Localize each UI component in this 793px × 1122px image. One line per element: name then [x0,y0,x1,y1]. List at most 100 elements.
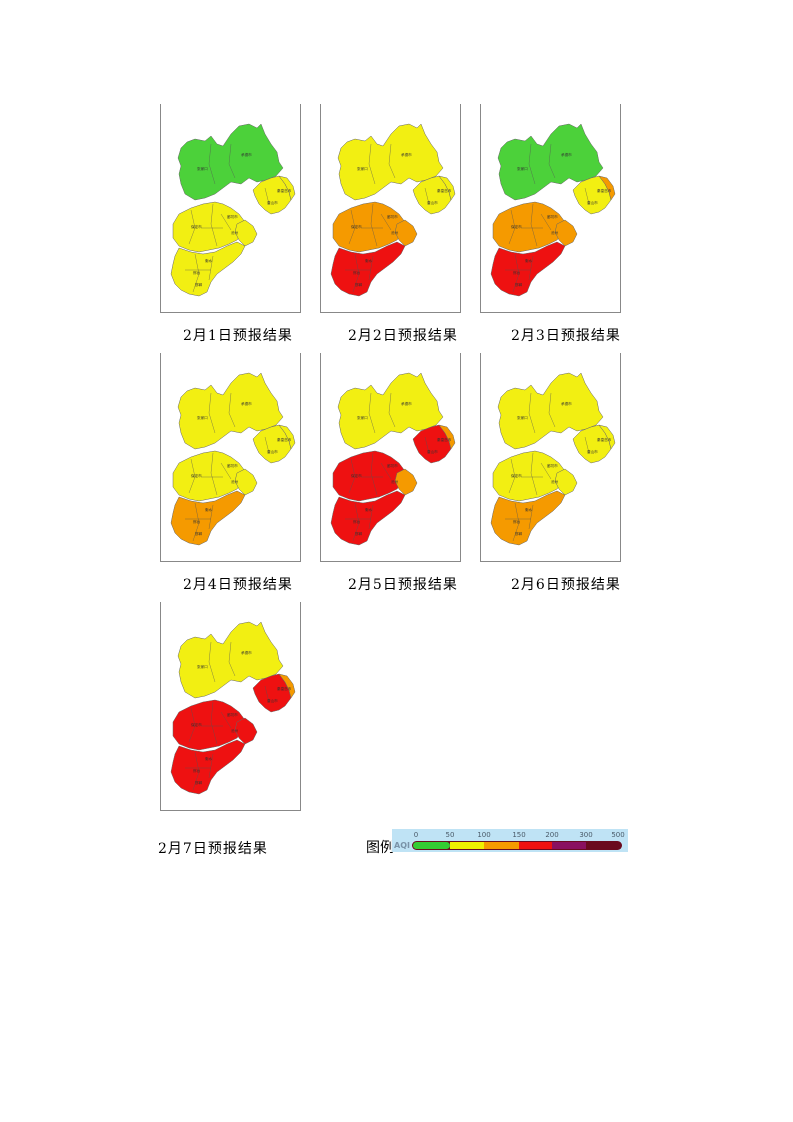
district-boundary [528,255,534,281]
city-label: 邯郸 [515,531,523,536]
region-tianjin [234,717,258,745]
city-label: 廊坊市 [227,214,238,219]
district-boundary [208,753,214,779]
legend-seg-200-300 [552,842,586,849]
forecast-map-feb7: 张家口 承德市 秦皇岛市 唐山市 保定市 廊坊市 沧州 衡水 邢台 邯郸 [160,602,301,811]
city-label: 张家口 [197,166,208,171]
city-label: 秦皇岛市 [437,437,452,442]
city-label: 沧州 [391,479,399,484]
region-east-tip [598,424,616,450]
district-boundary [512,502,520,542]
region-east-tip [438,424,456,450]
city-label: 承德市 [241,401,252,406]
city-label: 沧州 [231,230,239,235]
city-label: 廊坊市 [547,463,558,468]
aqi-legend: AQI 0 50 100 150 200 300 500 [392,829,628,852]
city-label: 张家口 [357,415,368,420]
forecast-map-feb1: 张家口 承德市 秦皇岛市 唐山市 保定市 廊坊市 沧州 衡水 邢台 邯郸 [160,104,301,313]
district-boundary [220,462,232,480]
district-boundary [264,685,270,703]
caption-feb3: 2月3日预报结果 [511,328,621,344]
district-boundary [540,462,552,480]
city-label: 邯郸 [195,282,203,287]
city-label: 沧州 [551,230,559,235]
legend-seg-0-50 [413,842,450,849]
district-boundary [370,203,378,247]
city-label: 邯郸 [195,531,203,536]
region-south [330,490,406,546]
city-label: 廊坊市 [387,463,398,468]
city-label: 秦皇岛市 [277,437,292,442]
city-label: 衡水 [525,258,533,263]
region-south [490,241,566,297]
city-label: 衡水 [365,258,373,263]
district-boundary [208,392,216,434]
legend-tick-100: 100 [477,831,490,839]
city-label: 邢台 [193,519,201,524]
region-east-tip [278,673,296,699]
district-boundary [528,143,536,185]
district-boundary [208,641,216,683]
region-east [412,424,452,464]
region-tianjin [394,468,418,496]
region-south [170,739,246,795]
district-boundary [348,458,356,494]
district-boundary [192,751,200,791]
city-label: 承德市 [561,152,572,157]
district-boundary [548,392,556,428]
district-boundary [192,502,200,542]
region-north [337,123,444,201]
region-north [497,372,604,450]
city-label: 唐山市 [267,449,278,454]
region-east-tip [598,175,616,201]
city-label: 保定市 [351,224,362,229]
caption-feb2: 2月2日预报结果 [348,328,458,344]
caption-feb1: 2月1日预报结果 [183,328,293,344]
region-south [330,241,406,297]
city-label: 沧州 [391,230,399,235]
forecast-map-feb4: 张家口 承德市 秦皇岛市 唐山市 保定市 廊坊市 沧州 衡水 邢台 邯郸 [160,353,301,562]
caption-feb7: 2月7日预报结果 [158,841,268,857]
region-east-tip [278,424,296,450]
city-label: 邢台 [513,270,521,275]
city-label: 邢台 [353,519,361,524]
region-tianjin [554,468,578,496]
caption-feb5: 2月5日预报结果 [348,577,458,593]
city-label: 张家口 [357,166,368,171]
region-east [412,175,452,215]
region-tianjin [234,468,258,496]
district-boundary [228,392,236,428]
city-label: 秦皇岛市 [277,686,292,691]
district-boundary [208,504,214,530]
city-label: 邯郸 [195,780,203,785]
city-label: 张家口 [197,415,208,420]
city-label: 保定市 [191,722,202,727]
district-boundary [228,143,236,179]
city-label: 衡水 [525,507,533,512]
district-boundary [528,392,536,434]
city-label: 承德市 [401,152,412,157]
legend-tick-0: 0 [414,831,418,839]
district-boundary [210,701,218,745]
region-east [252,175,292,215]
district-boundary [424,187,430,205]
district-boundary [188,458,196,494]
region-east [572,424,612,464]
city-label: 承德市 [401,401,412,406]
region-north [177,123,284,201]
city-label: 邢台 [193,270,201,275]
district-boundary [264,436,270,454]
district-boundary [220,213,232,231]
city-label: 邯郸 [355,531,363,536]
city-label: 秦皇岛市 [277,188,292,193]
region-tianjin [394,219,418,247]
district-boundary [388,392,396,428]
city-label: 沧州 [231,728,239,733]
district-boundary [530,203,538,247]
city-label: 秦皇岛市 [597,437,612,442]
legend-seg-50-100 [450,842,484,849]
